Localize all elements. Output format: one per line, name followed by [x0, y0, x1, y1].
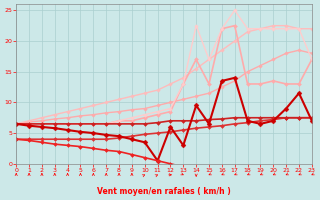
- X-axis label: Vent moyen/en rafales ( km/h ): Vent moyen/en rafales ( km/h ): [97, 187, 231, 196]
